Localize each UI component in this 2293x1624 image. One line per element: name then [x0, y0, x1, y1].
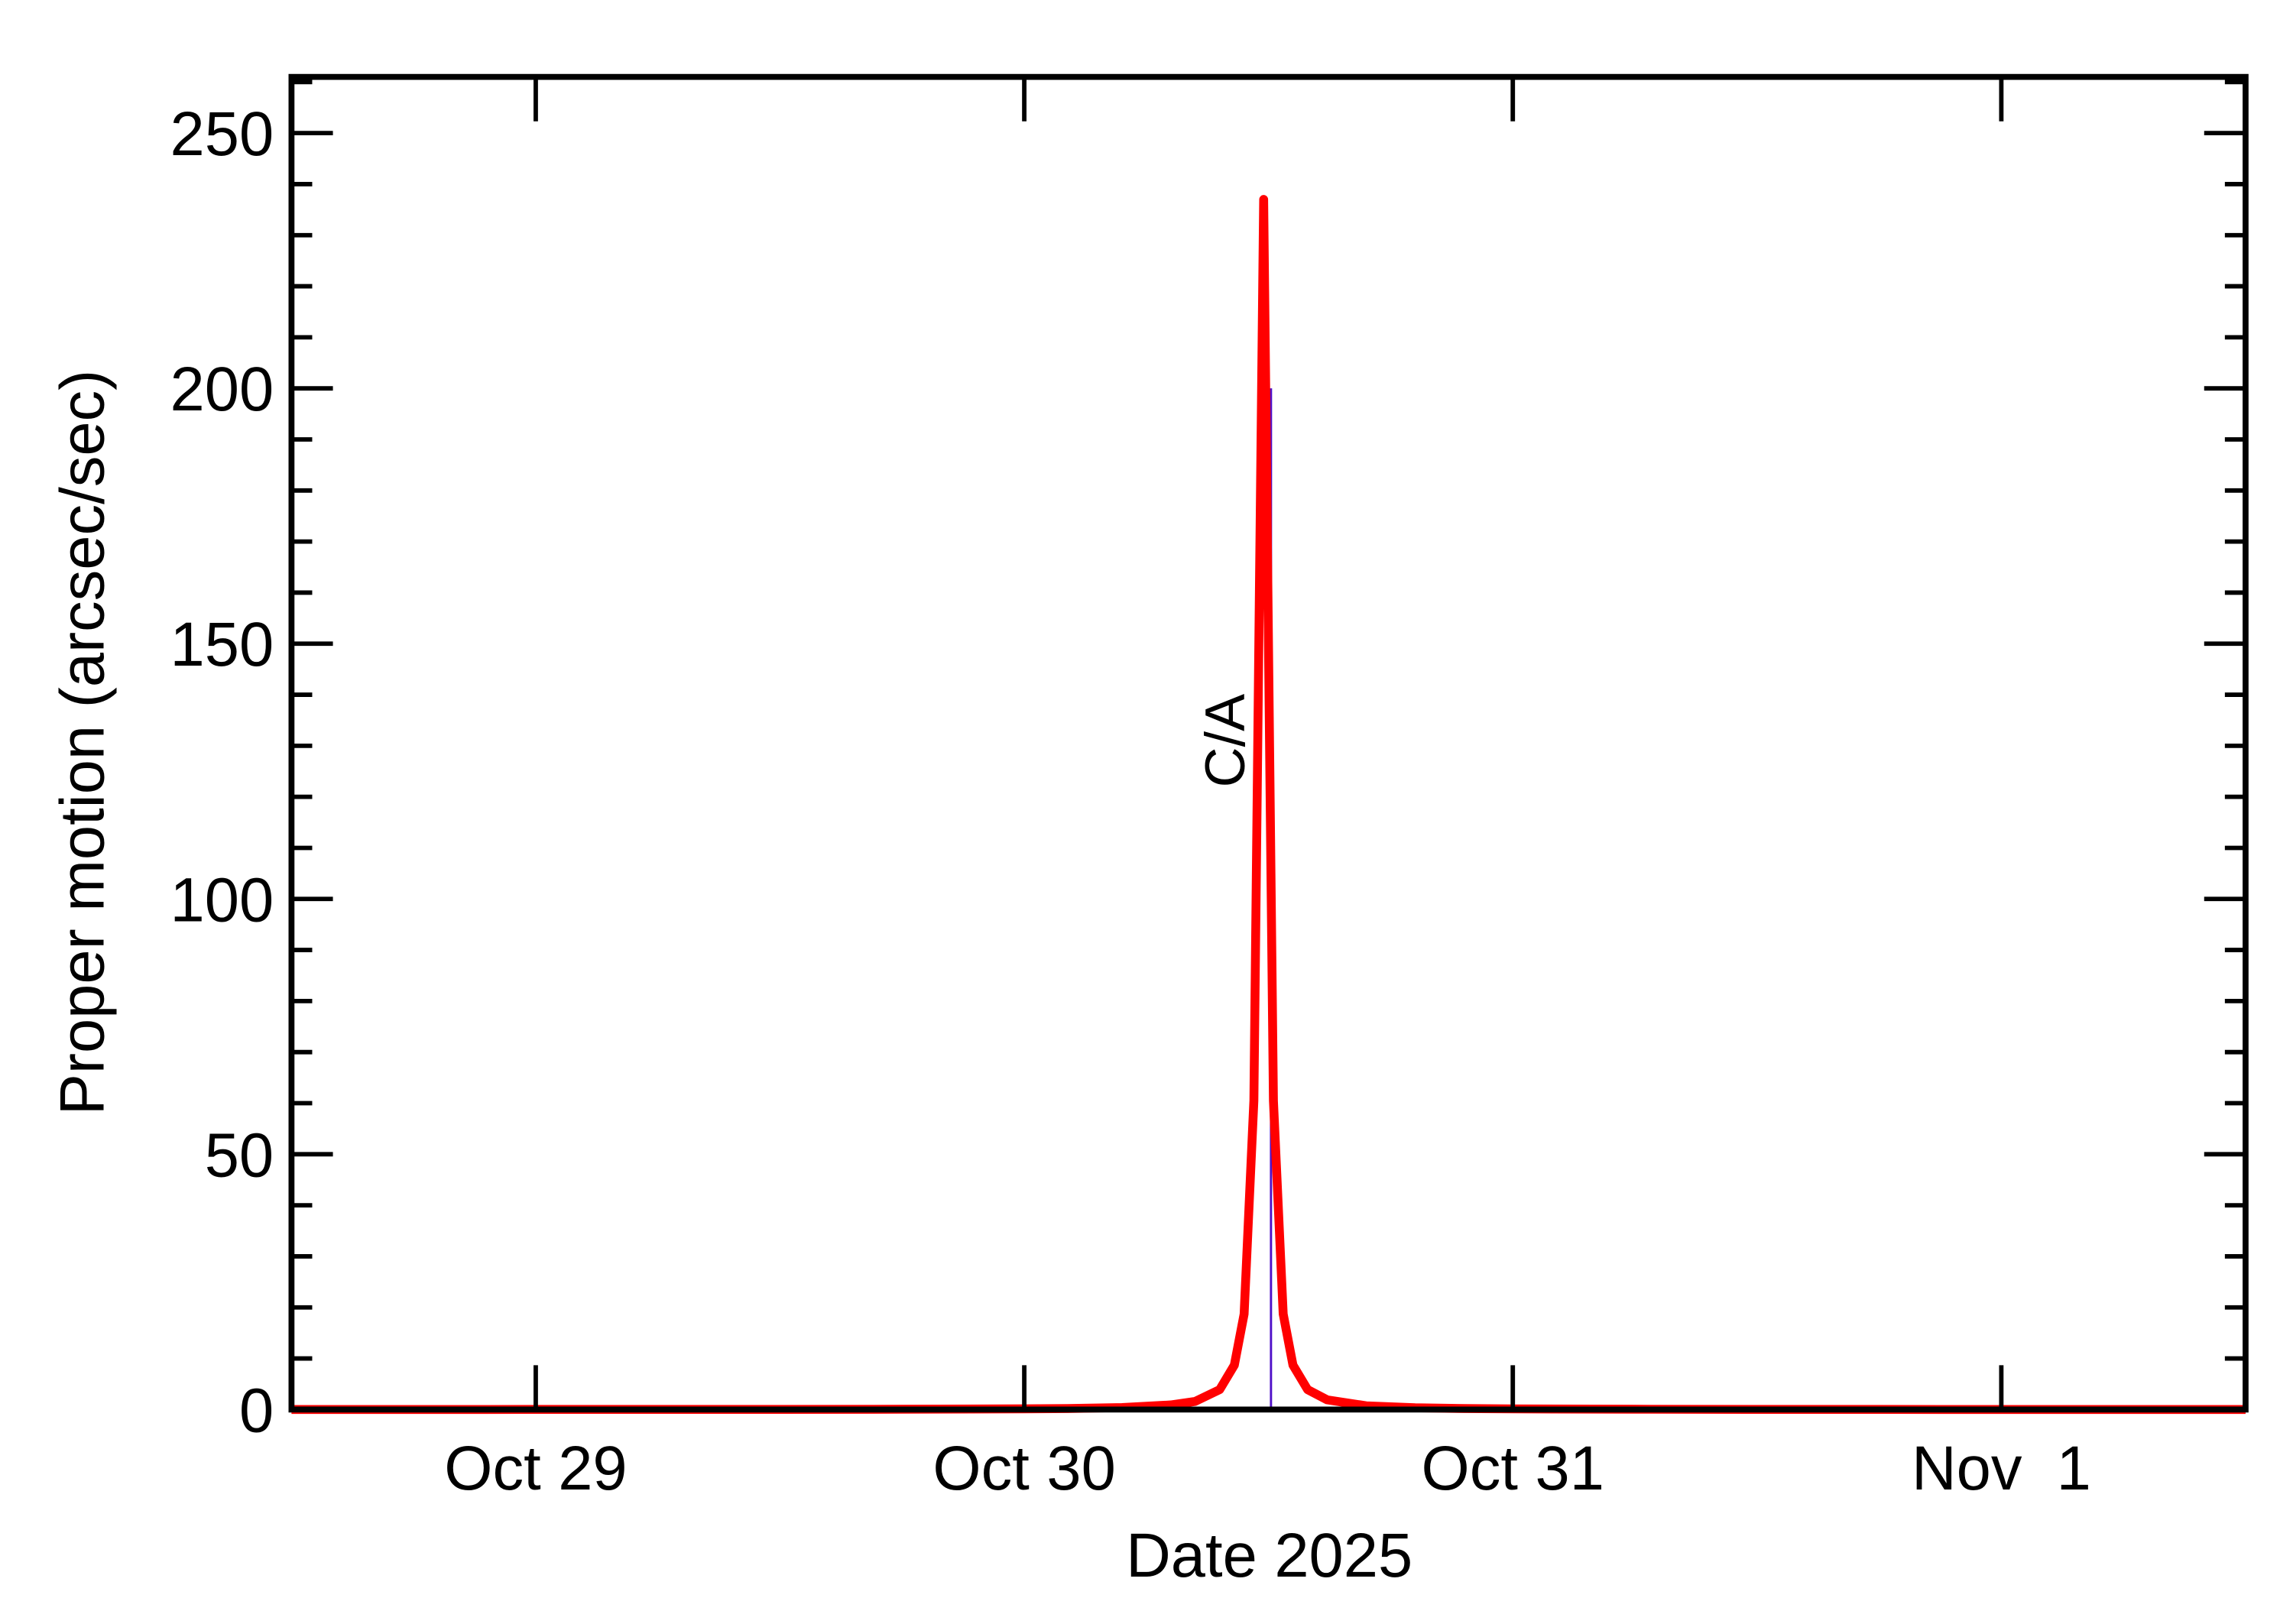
y-tick-label: 200: [170, 355, 274, 424]
y-tick-label: 100: [170, 865, 274, 935]
plot-frame: [288, 73, 2249, 1413]
x-tick-label: Oct 31: [1422, 1434, 1604, 1503]
x-axis-title: Date 2025: [1126, 1521, 1412, 1590]
y-tick-label: 50: [205, 1120, 274, 1190]
y-tick-label: 150: [170, 610, 274, 679]
x-tick-label: Oct 29: [444, 1434, 627, 1503]
y-tick-label: 0: [239, 1376, 274, 1445]
y-axis-title: Proper motion (arcsec/sec): [48, 370, 118, 1116]
y-tick-label: 250: [170, 99, 274, 169]
x-tick-label: Nov 1: [1912, 1434, 2091, 1503]
ca-label: C/A: [1193, 694, 1257, 788]
x-tick-label: Oct 30: [932, 1434, 1115, 1503]
